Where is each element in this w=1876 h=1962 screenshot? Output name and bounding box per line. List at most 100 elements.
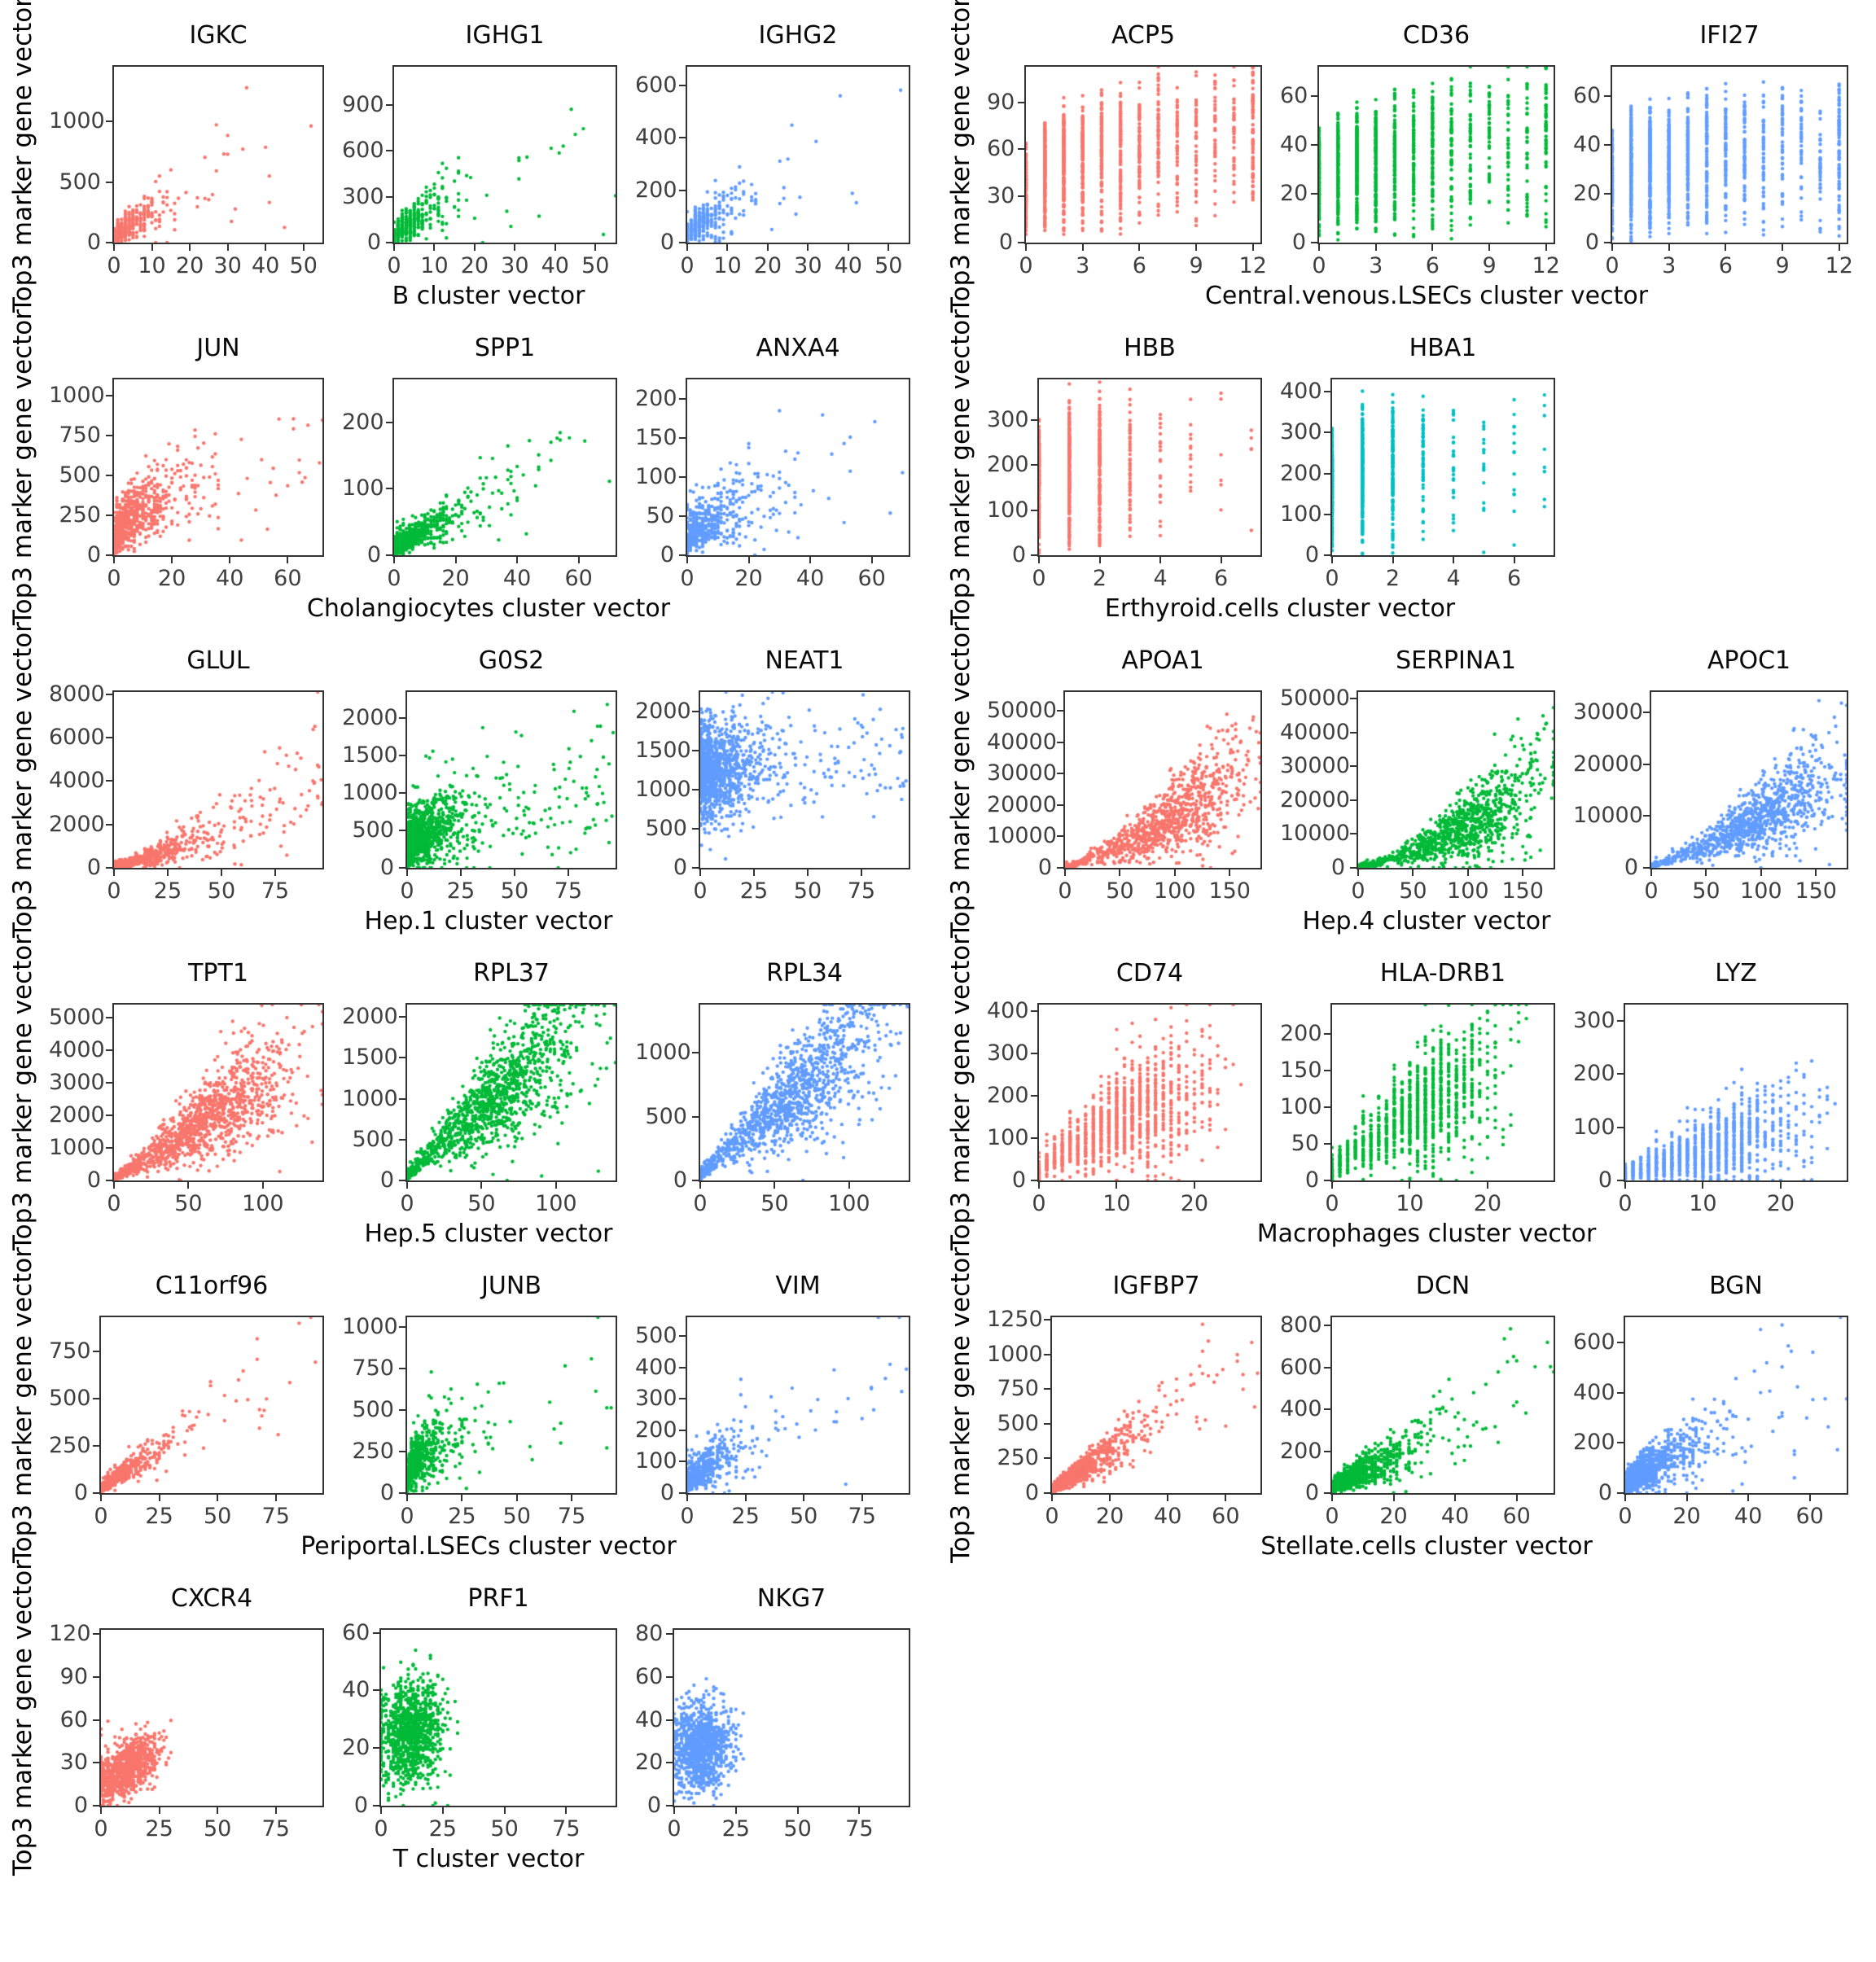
y-tick-label: 750 (49, 1338, 91, 1364)
plot-box-hba1 (1330, 378, 1555, 557)
scatter-canvas-rpl34 (700, 1005, 909, 1180)
x-tick-mark (229, 557, 231, 563)
y-tick-mark (1031, 509, 1037, 511)
plot-box-apoa1 (1063, 690, 1262, 869)
y-tick-label: 10000 (1280, 821, 1350, 847)
x-tick-label: 20 (1473, 1191, 1502, 1216)
x-tick-mark (1081, 244, 1084, 251)
x-tick-mark (1331, 1182, 1333, 1189)
y-tick-label: 500 (645, 816, 687, 841)
x-tick-label: 10 (1689, 1191, 1717, 1216)
y-tick-mark (679, 554, 686, 556)
y-tick-label: 500 (59, 462, 101, 488)
y-tick-label: 50 (646, 503, 674, 528)
y-tick-label: 200 (635, 177, 677, 203)
x-tick-label: 75 (261, 1816, 290, 1842)
y-tick-label: 60 (635, 1663, 664, 1689)
x-tick-label: 40 (216, 566, 244, 591)
y-tick-mark (399, 830, 405, 832)
plot-box-apoc1 (1650, 690, 1848, 869)
x-tick-mark (1038, 1182, 1040, 1189)
y-tick-mark (93, 1633, 99, 1636)
y-tick-label: 300 (635, 1386, 677, 1412)
x-tick-mark (393, 244, 395, 251)
scatter-canvas-nkg7 (674, 1630, 909, 1806)
x-tick-label: 3 (1662, 253, 1677, 278)
x-tick-label: 100 (828, 1191, 870, 1216)
y-tick-mark (1617, 1341, 1624, 1343)
plot-box-igfbp7 (1050, 1316, 1262, 1495)
x-tick-mark (1138, 244, 1141, 251)
x-tick-label: 0 (374, 1816, 388, 1842)
x-tick-mark (1412, 869, 1414, 876)
x-tick-mark (1668, 244, 1670, 251)
x-tick-mark (554, 244, 556, 251)
x-tick-mark (158, 1807, 160, 1814)
panel-title-acp5: ACP5 (1111, 21, 1176, 50)
x-tick-label: 9 (1482, 253, 1497, 278)
x-tick-label: 50 (502, 1504, 531, 1529)
y-tick-mark (106, 1017, 112, 1018)
panel-title-anxa4: ANXA4 (756, 334, 840, 362)
x-tick-mark (1760, 869, 1762, 876)
y-tick-label: 200 (342, 409, 384, 435)
scatter-canvas-igkc (114, 67, 322, 243)
y-tick-mark (1044, 1457, 1050, 1460)
x-tick-mark (480, 1182, 483, 1189)
y-tick-mark (1057, 867, 1063, 869)
plot-box-rpl37 (405, 1003, 617, 1182)
y-tick-mark (373, 1689, 379, 1692)
x-tick-mark (1515, 1495, 1518, 1501)
plot-box-cxcr4 (99, 1628, 324, 1807)
x-tick-label: 0 (107, 878, 121, 904)
y-tick-mark (666, 1719, 673, 1721)
y-tick-mark (106, 867, 112, 869)
scatter-canvas-g0s2 (407, 692, 616, 868)
x-tick-label: 0 (1325, 1191, 1339, 1216)
y-tick-label: 0 (673, 1167, 687, 1193)
y-tick-label: 4000 (49, 768, 105, 794)
x-tick-label: 100 (1740, 878, 1782, 904)
y-tick-label: 200 (1280, 1021, 1322, 1046)
x-tick-mark (847, 244, 849, 251)
y-tick-mark (1031, 1009, 1037, 1012)
y-tick-label: 400 (1280, 1396, 1322, 1422)
x-tick-mark (1331, 1495, 1333, 1501)
y-tick-mark (93, 1444, 99, 1447)
y-tick-mark (1324, 1408, 1330, 1411)
y-tick-label: 1500 (342, 1045, 398, 1071)
plot-box-lyz (1624, 1003, 1848, 1182)
y-tick-mark (1018, 195, 1024, 197)
x-tick-label: 50 (783, 1816, 812, 1842)
x-tick-label: 25 (145, 1504, 173, 1529)
x-axis-group-label: Hep.5 cluster vector (364, 1220, 613, 1248)
y-tick-label: 500 (997, 1410, 1039, 1436)
y-tick-mark (106, 1082, 112, 1084)
y-tick-mark (1350, 765, 1357, 768)
y-tick-mark (399, 1326, 405, 1329)
x-tick-mark (1025, 244, 1027, 251)
panel-group-erthyroid-cells-cluster-vector: Top3 marker gene vector HBB 0 100 200 300 0 2 4 6… (938, 309, 1876, 625)
y-tick-label: 150 (1280, 1058, 1322, 1083)
y-tick-label: 300 (987, 406, 1029, 432)
x-tick-mark (158, 1495, 160, 1501)
x-tick-label: 25 (448, 1504, 476, 1529)
y-tick-mark (93, 1805, 99, 1807)
x-tick-label: 75 (847, 878, 876, 904)
y-tick-mark (679, 137, 686, 139)
x-tick-mark (1431, 244, 1434, 251)
x-tick-label: 0 (107, 1191, 121, 1216)
y-tick-label: 800 (1280, 1312, 1322, 1338)
x-tick-mark (274, 869, 276, 876)
x-tick-label: 25 (721, 1816, 750, 1842)
x-tick-label: 50 (1399, 878, 1427, 904)
x-tick-mark (1611, 244, 1613, 251)
y-tick-mark (106, 554, 112, 556)
plot-box-prf1 (379, 1628, 617, 1807)
panel-group-hep-1-cluster-vector: Top3 marker gene vector GLUL 0 2000 4000 6000… (0, 622, 938, 938)
y-tick-mark (679, 242, 686, 243)
y-tick-label: 100 (987, 497, 1029, 523)
x-tick-label: 75 (848, 1504, 876, 1529)
y-tick-label: 30000 (1280, 753, 1350, 779)
y-tick-mark (1324, 1106, 1330, 1108)
